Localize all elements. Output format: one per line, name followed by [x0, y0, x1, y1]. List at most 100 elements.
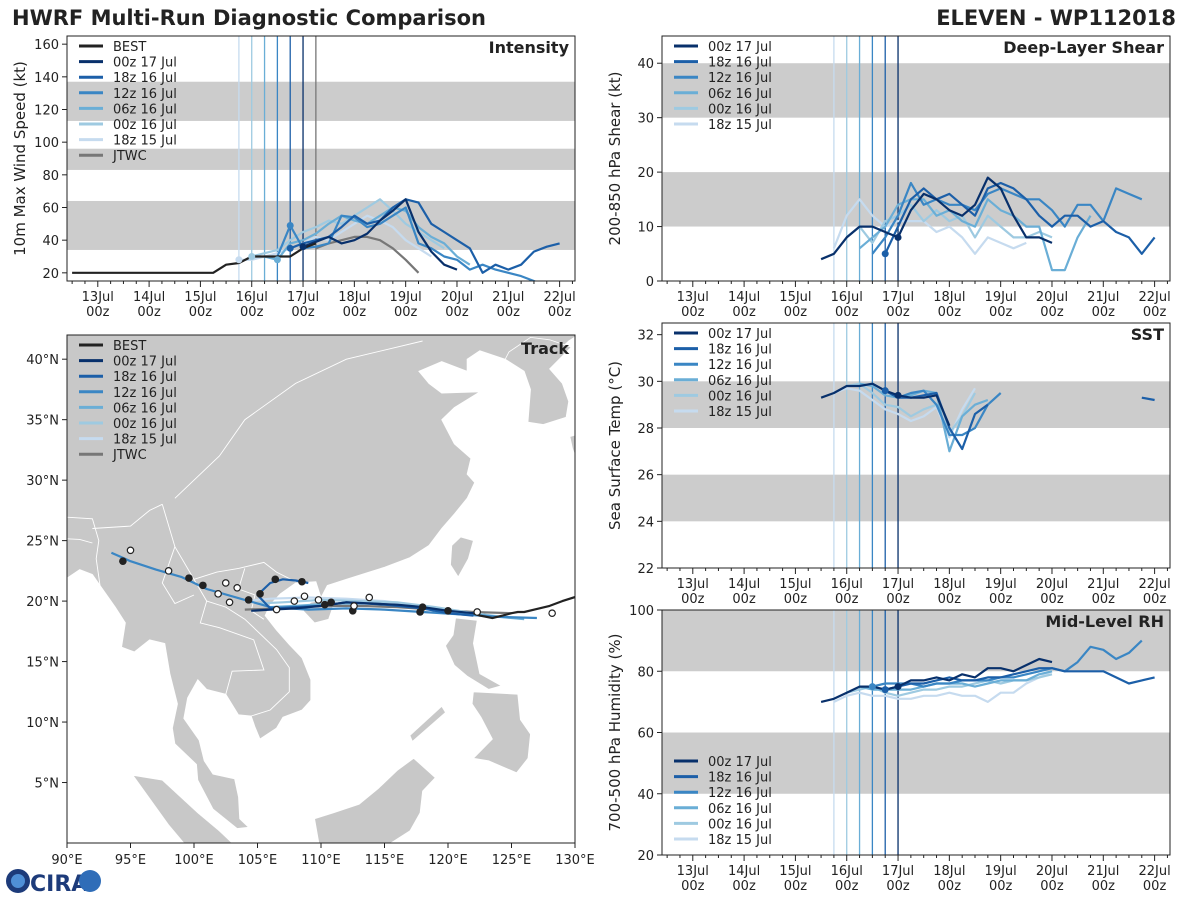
legend-label-18z-15-jul: 18z 15 Jul: [708, 405, 772, 420]
x-tick-label: 18Jul: [933, 864, 965, 879]
x-tick-label: 15Jul: [184, 290, 216, 305]
init-marker-06z-16-jul: [273, 256, 281, 264]
x-tick-sublabel: 00z: [548, 305, 572, 320]
series-06z-16-jul: [858, 198, 1092, 272]
series-18z-16-jul: [884, 389, 989, 451]
honshu: [586, 408, 606, 430]
series-best: [72, 242, 317, 274]
legend-label-jtwc: JTWC: [112, 149, 147, 164]
legend-label-18z-15-jul: 18z 15 Jul: [708, 118, 772, 133]
x-tick-sublabel: 00z: [835, 305, 859, 320]
x-tick-sublabel: 00z: [732, 305, 756, 320]
track-position-open: [225, 598, 234, 607]
x-tick-label: 17Jul: [882, 290, 914, 305]
init-marker-12z-16-jul: [286, 221, 294, 229]
y-tick-label: 28: [637, 422, 654, 437]
track-position-open: [365, 593, 374, 602]
x-tick-sublabel: 00z: [989, 879, 1013, 894]
country-border: [193, 579, 265, 695]
series-18z-15-jul: [238, 214, 432, 261]
figure-title: HWRF Multi-Run Diagnostic Comparison: [12, 6, 486, 30]
panel-title: Mid-Level RH: [1045, 612, 1164, 631]
init-marker-18z-15-jul: [235, 256, 243, 264]
legend-label-00z-17-jul: 00z 17 Jul: [708, 755, 772, 770]
y-tick-label: 22: [637, 562, 654, 577]
track-position-filled: [199, 581, 207, 590]
legend-label-00z-16-jul: 00z 16 Jul: [113, 118, 177, 133]
taiwan: [450, 536, 474, 578]
track-position-filled: [418, 603, 427, 611]
legend-label-00z-16-jul: 00z 16 Jul: [708, 102, 772, 117]
track-position-filled: [271, 575, 280, 584]
x-tick-label: 21Jul: [1087, 290, 1119, 305]
track-position-open: [214, 590, 222, 598]
lon-tick-label: 90°E: [51, 853, 82, 868]
track-position-open: [126, 546, 135, 555]
legend-label-18z-16-jul: 18z 16 Jul: [113, 370, 177, 385]
x-tick-label: 19Jul: [985, 290, 1017, 305]
legend-label-18z-15-jul: 18z 15 Jul: [113, 433, 177, 448]
y-tick-label: 40: [637, 57, 654, 72]
y-tick-label: 80: [637, 665, 654, 680]
x-tick-label: 13Jul: [677, 577, 709, 592]
legend-label-12z-16-jul: 12z 16 Jul: [113, 87, 177, 102]
southern-philippines: [471, 691, 531, 774]
y-tick-label: 26: [637, 469, 654, 484]
y-tick-label: 30: [637, 112, 654, 127]
legend-label-06z-16-jul: 06z 16 Jul: [113, 102, 177, 117]
series-00z-17-jul: [302, 198, 458, 271]
x-tick-sublabel: 00z: [343, 305, 367, 320]
series-06z-16-jul: [859, 670, 1053, 691]
x-tick-label: 14Jul: [728, 577, 760, 592]
x-tick-sublabel: 00z: [835, 879, 859, 894]
init-marker-18z-16-jul: [881, 686, 889, 694]
y-tick-label: 20: [637, 166, 654, 181]
x-tick-label: 15Jul: [779, 290, 811, 305]
track-position-filled: [298, 577, 306, 586]
track-position-filled: [321, 600, 329, 609]
panel-title: Intensity: [489, 38, 570, 57]
series-00z-17-jul: [820, 176, 1053, 261]
lon-tick-label: 105°E: [238, 853, 278, 868]
x-tick-label: 22Jul: [1138, 577, 1170, 592]
lon-tick-label: 120°E: [428, 853, 468, 868]
track-position-filled: [185, 574, 193, 582]
track-position-filled: [327, 598, 335, 607]
init-marker-00z-17-jul: [894, 683, 902, 691]
mainland-asia: [67, 335, 575, 829]
x-tick-label: 15Jul: [779, 577, 811, 592]
x-tick-sublabel: 00z: [394, 305, 418, 320]
track-position-open: [350, 602, 358, 610]
legend-label-06z-16-jul: 06z 16 Jul: [708, 802, 772, 817]
track-position-open: [473, 608, 482, 616]
series-00z-17-jul: [820, 657, 1053, 703]
x-tick-label: 17Jul: [287, 290, 319, 305]
x-tick-label: 19Jul: [390, 290, 422, 305]
rh-panel: 2040608010013Jul00z14Jul00z15Jul00z16Jul…: [606, 604, 1171, 894]
country-border: [161, 546, 195, 605]
series-18z-16-jul: [884, 667, 1155, 691]
panel-title: SST: [1131, 325, 1164, 344]
x-tick-sublabel: 00z: [886, 305, 910, 320]
init-marker-00z-17-jul: [894, 233, 902, 241]
x-tick-label: 19Jul: [985, 577, 1017, 592]
x-tick-sublabel: 00z: [1092, 592, 1116, 607]
legend-label-00z-16-jul: 00z 16 Jul: [708, 389, 772, 404]
legend-label-18z-15-jul: 18z 15 Jul: [708, 833, 772, 848]
series-18z-16-jul: [884, 181, 1156, 255]
panel-title: Deep-Layer Shear: [1003, 38, 1164, 57]
sumatra: [132, 774, 233, 843]
y-axis-label: 700-500 hPa Humidity (%): [606, 633, 624, 831]
plot-area: [662, 36, 1170, 281]
y-axis-label: 200-850 hPa Shear (kt): [606, 72, 624, 246]
track-position-filled: [119, 557, 127, 565]
y-tick-label: 100: [629, 604, 654, 619]
lat-tick-label: 5°N: [35, 777, 60, 792]
plot-frame: [661, 35, 1171, 282]
x-tick-label: 14Jul: [728, 864, 760, 879]
x-tick-sublabel: 00z: [240, 305, 264, 320]
init-marker-18z-16-jul: [881, 387, 889, 395]
